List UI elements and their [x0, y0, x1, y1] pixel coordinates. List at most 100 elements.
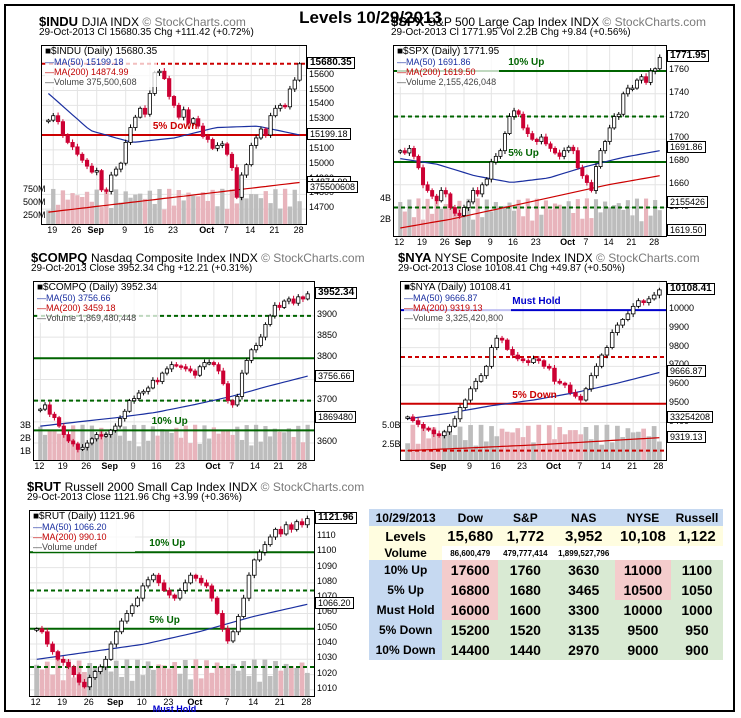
candle: [580, 167, 585, 177]
volume-bar: [176, 190, 182, 224]
candle: [594, 166, 598, 191]
volume-bar: [634, 198, 640, 236]
volume-bar: [305, 424, 310, 460]
candle: [584, 175, 589, 183]
volume-bar: [277, 431, 282, 460]
volume-bar: [434, 200, 439, 236]
volume-bar: [157, 189, 162, 224]
y-value-flag: 1771.95: [667, 50, 710, 63]
volume-bar: [294, 667, 300, 696]
candle: [50, 643, 55, 653]
symbol: $NYA: [398, 250, 435, 265]
candle: [447, 425, 452, 433]
candle: [398, 150, 403, 153]
candle: [254, 345, 259, 351]
volume-bar: [502, 205, 508, 236]
volume-bar: [489, 426, 494, 460]
volume-bar: [489, 211, 494, 236]
volume-bar: [113, 660, 119, 696]
volume-bar: [38, 426, 43, 460]
volume-bar: [211, 427, 216, 460]
x-tick-label: 14: [603, 237, 614, 247]
x-tick-label: 21: [627, 461, 638, 471]
volume-bar: [299, 662, 305, 696]
volume-tick: 5.0B: [382, 419, 401, 430]
price-chart: [30, 511, 314, 696]
chart-legend: ■$INDU (Daily) 15680.35 —MA(50) 15199.18—…: [45, 47, 158, 87]
col-nyse: NYSE: [614, 509, 671, 526]
candle: [80, 153, 85, 161]
volume-tick: 3B: [19, 419, 31, 430]
volume-bar: [97, 666, 103, 696]
candle: [463, 399, 468, 408]
x-tick-label: 19: [57, 697, 68, 707]
candle: [272, 304, 277, 317]
x-tick-label: 28: [653, 461, 664, 471]
watermark: © StockCharts.com: [602, 15, 706, 29]
volume-bar: [287, 206, 293, 224]
volume-bar: [85, 443, 90, 460]
table-header-row: 10/29/2013 Dow S&P NAS NYSE Russell: [369, 509, 723, 526]
candle: [188, 368, 193, 372]
x-tick-label: 14: [248, 697, 259, 707]
candle: [51, 115, 56, 121]
volume-bar: [583, 427, 589, 460]
legend-item: —MA(50) 1691.86: [397, 57, 471, 67]
volume-bar: [235, 670, 241, 696]
x-tick-label: 7: [223, 225, 229, 235]
volume-bar: [420, 219, 426, 236]
row-label: 5% Up: [369, 580, 443, 600]
volume-bar: [128, 197, 133, 224]
candle: [220, 613, 225, 630]
y-value-flag: 1121.96: [315, 511, 357, 524]
candle: [615, 324, 620, 333]
volume-bar: [296, 425, 301, 460]
volume-bar: [109, 207, 114, 224]
y-value-flag: 3952.34: [315, 286, 358, 299]
candle: [61, 425, 66, 435]
candle: [156, 574, 161, 584]
candle: [598, 150, 603, 167]
y-tick-label: 15500: [309, 83, 335, 94]
row-label: 5% Down: [369, 620, 443, 640]
volume-bar: [108, 431, 113, 460]
candle: [122, 410, 127, 419]
volume-bar: [420, 425, 426, 460]
chart-panel-spx: $SPX S&P 500 Large Cap Index INDX © Stoc…: [380, 14, 721, 252]
volume-bar: [447, 429, 452, 460]
candle: [489, 347, 494, 367]
volume-bar: [268, 203, 273, 224]
ma50-line: [40, 375, 308, 427]
volume-bar: [452, 208, 457, 236]
volume-bar: [202, 425, 207, 460]
y-value-flag: 9666.87: [667, 365, 706, 378]
level-annotation: 5% Down: [152, 121, 198, 132]
volume-bar: [178, 437, 184, 460]
volume-bar: [66, 438, 71, 460]
candle: [52, 413, 57, 419]
candle: [553, 147, 558, 154]
volume-bar: [525, 425, 531, 460]
volume-bar: [267, 675, 273, 696]
candle: [70, 142, 75, 148]
candle: [548, 143, 553, 149]
volume-bar: [466, 198, 471, 236]
candle: [526, 360, 531, 363]
level-cell: 9000: [614, 640, 671, 660]
y-tick-label: 1070: [317, 591, 338, 602]
y-tick-label: 3700: [317, 393, 338, 404]
candle: [119, 620, 124, 633]
candle: [434, 195, 439, 202]
volume-bar: [191, 195, 196, 224]
volume-bar: [162, 209, 167, 224]
volume-bar: [160, 429, 165, 460]
y-tick-label: 1720: [669, 109, 690, 120]
volume-bar: [512, 210, 517, 236]
candle: [541, 360, 547, 367]
volume-bar: [214, 662, 220, 696]
candle: [625, 87, 630, 95]
volume-bar: [56, 433, 62, 460]
plot-area: 10% Up 5% Up ■$RUT (Daily) 1121.96 —MA(50) …: [29, 510, 315, 697]
volume-bar: [135, 659, 140, 696]
candle: [552, 367, 557, 382]
